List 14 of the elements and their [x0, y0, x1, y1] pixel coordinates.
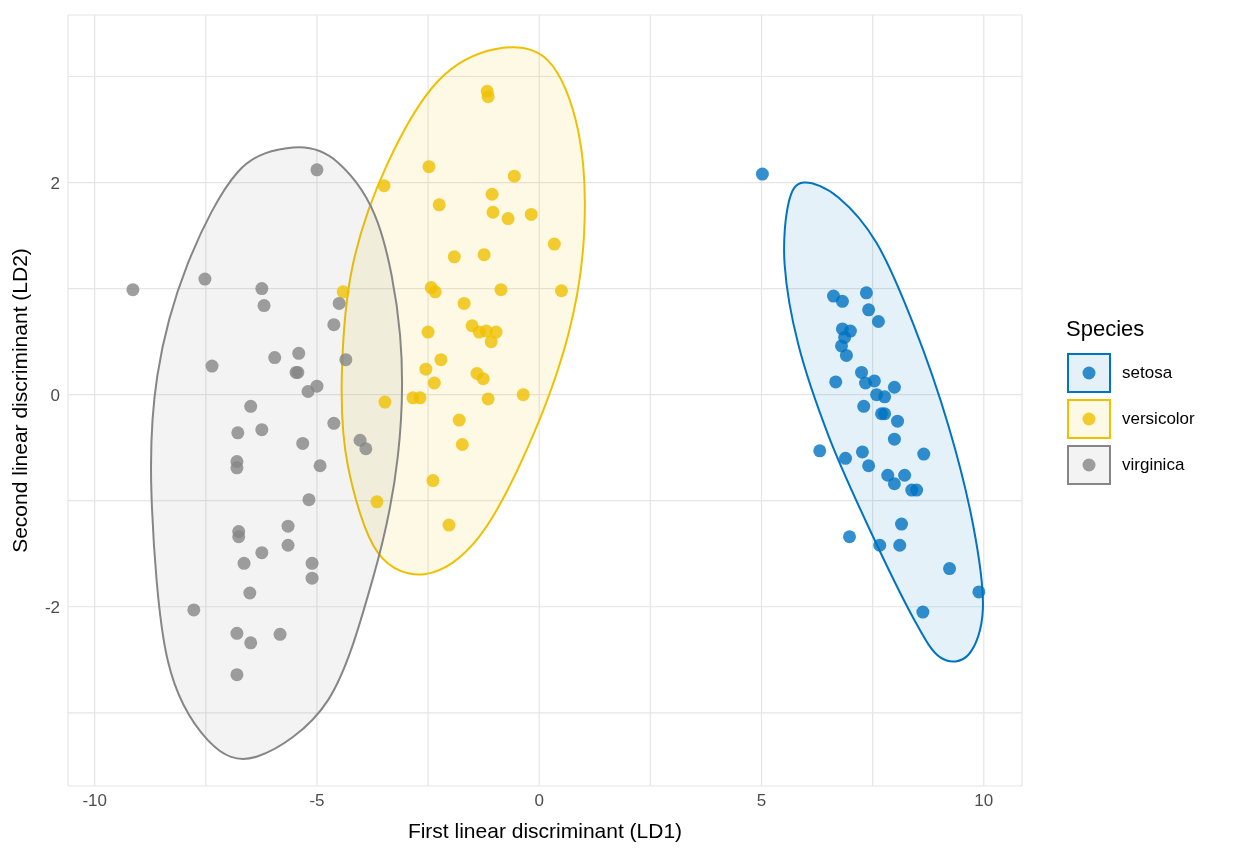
x-tick-label: -10 [82, 791, 107, 811]
x-tick-label: -5 [309, 791, 325, 811]
y-tick-label: 0 [50, 385, 60, 405]
legend-title: Species [1066, 316, 1146, 342]
x-tick-label: 0 [534, 791, 544, 811]
legend-label: virginica [1122, 455, 1185, 475]
y-axis-title: Second linear discriminant (LD2) [8, 248, 32, 553]
y-tick-label: 2 [50, 173, 60, 193]
legend-label: setosa [1122, 363, 1173, 383]
x-tick-label: 10 [974, 791, 994, 811]
x-tick-label: 5 [756, 791, 767, 811]
y-tick-label: -2 [44, 597, 60, 617]
legend-label: versicolor [1122, 409, 1195, 429]
x-axis-title: First linear discriminant (LD1) [407, 819, 683, 842]
